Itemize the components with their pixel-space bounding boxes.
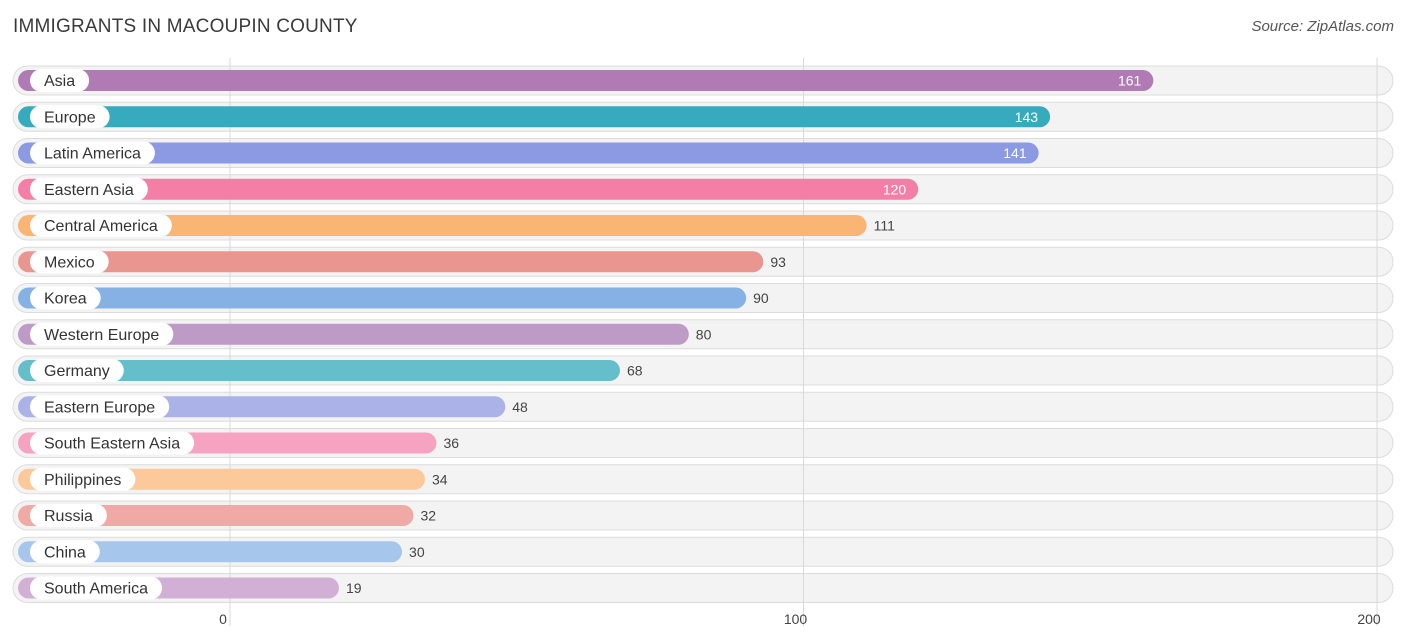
value-label: 161 [1118,73,1142,89]
bar-group: Mexico 93 [18,250,786,274]
value-label: 48 [512,399,528,415]
category-label-pill [30,105,110,129]
value-label: 68 [627,363,643,379]
bar [18,215,867,236]
bar-group: South Eastern Asia 36 [18,431,459,455]
category-label-pill [30,141,155,165]
value-label: 111 [874,218,895,234]
bar [18,251,764,273]
value-label: 120 [883,181,907,197]
bar [18,178,919,200]
bar-group: Philippines 34 [18,467,448,491]
category-label: Philippines [44,472,121,489]
value-label: 32 [421,508,437,524]
x-axis-ticks: 0 100 200 [219,611,1381,627]
value-label: 143 [1015,109,1039,125]
category-label: Germany [44,363,110,380]
category-label-pill [30,540,100,564]
category-label: Latin America [44,146,141,163]
value-label: 34 [432,471,448,487]
category-label-pill [30,286,101,310]
category-label: Korea [44,291,87,308]
bar [18,541,403,563]
category-label: Asia [44,73,75,90]
x-tick-label: 0 [219,611,227,627]
bar-group: Korea 90 [18,286,769,310]
category-label-pill [30,504,107,527]
bar-group: Asia 161 [18,69,1154,92]
bar-group: South America 19 [18,576,362,600]
bar [18,287,747,309]
bar-group: Eastern Asia 120 [18,177,919,201]
value-label: 90 [753,290,769,306]
row-background [12,573,1394,603]
category-label-pill [30,322,174,346]
value-label: 36 [443,435,459,451]
bar-group: Central America 111 [18,214,895,237]
value-label: 80 [696,326,712,342]
bar [18,505,414,526]
category-label-pill [30,359,124,382]
x-tick-label: 100 [784,611,808,627]
category-label: Central America [44,218,158,235]
category-label: Europe [44,109,96,126]
category-label-pill [30,214,172,237]
value-label: 19 [346,580,362,596]
chart-title: IMMIGRANTS IN MACOUPIN COUNTY [13,16,358,37]
bar-group: Europe 143 [18,105,1051,129]
chart-source: Source: ZipAtlas.com [1251,18,1394,35]
bar [18,323,689,345]
bar [18,142,1039,164]
category-label: Mexico [44,254,95,271]
category-label-pill [30,250,109,274]
bar-group: Russia 32 [18,504,436,527]
category-label-pill [30,576,163,600]
bar [18,106,1051,128]
bar-group: Western Europe 80 [18,322,712,346]
category-label: South Eastern Asia [44,436,180,453]
bar [18,360,620,381]
bar [18,70,1154,91]
value-label: 93 [770,254,786,270]
category-label-pill [30,177,148,201]
bar-group: China 30 [18,540,425,564]
category-label-pill [30,431,195,455]
category-label-pill [30,69,90,92]
bar-group: Eastern Europe 48 [18,395,528,419]
category-label-pill [30,395,170,419]
value-label: 141 [1003,145,1027,161]
value-label: 30 [409,544,425,560]
category-label: Eastern Asia [44,182,134,199]
category-label: Russia [44,508,93,525]
category-label: Western Europe [44,327,159,344]
category-label-pill [30,467,136,491]
bar-group: Latin America 141 [18,141,1039,165]
x-tick-label: 200 [1357,611,1381,627]
category-label: Eastern Europe [44,399,155,416]
bar-group: Germany 68 [18,359,643,382]
category-label: China [44,544,86,561]
category-label: South America [44,581,148,598]
